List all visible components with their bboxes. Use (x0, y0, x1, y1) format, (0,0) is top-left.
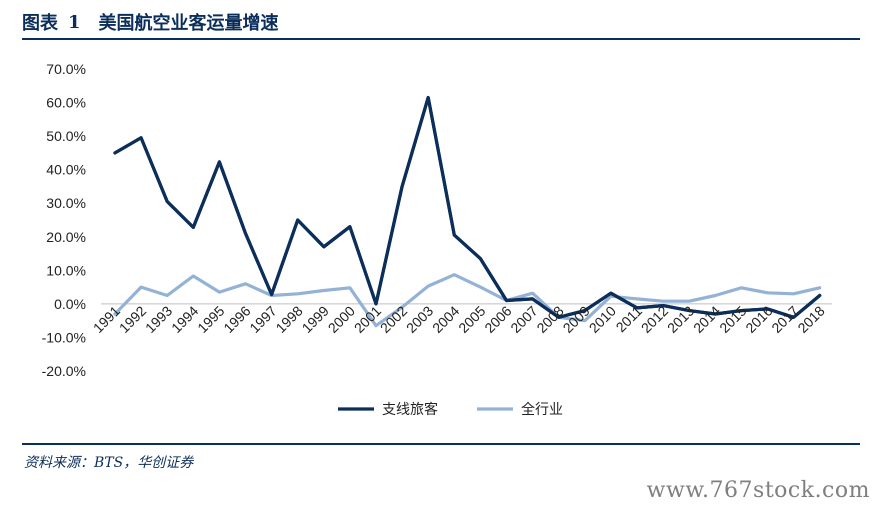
y-tick-label: 70.0% (46, 61, 86, 77)
y-tick-label: 10.0% (46, 262, 86, 278)
y-tick-label: 50.0% (46, 128, 86, 144)
x-tick-label: 2006 (481, 303, 514, 336)
x-tick-label: 1996 (220, 303, 253, 336)
series-line-primary (113, 95, 822, 319)
y-tick-label: -10.0% (42, 329, 86, 345)
footer-rule (22, 443, 860, 445)
x-tick-label: 2002 (377, 303, 410, 336)
y-tick-label: 20.0% (46, 229, 86, 245)
x-tick-label: 2016 (742, 303, 775, 336)
x-tick-label: 1997 (246, 303, 279, 336)
x-tick-label: 1991 (90, 303, 123, 336)
y-tick-label: 60.0% (46, 95, 86, 111)
x-tick-label: 2004 (429, 303, 462, 336)
x-tick-label: 2003 (403, 303, 436, 336)
x-tick-label: 1993 (142, 303, 175, 336)
series-line (113, 273, 822, 328)
x-tick-label: 1995 (194, 303, 227, 336)
source-note: 资料来源：BTS，华创证券 (24, 455, 194, 471)
x-tick-label: 2000 (325, 303, 358, 336)
watermark: www.767stock.com (646, 478, 870, 503)
y-tick-label: 40.0% (46, 162, 86, 178)
x-tick-label: 1994 (168, 303, 201, 336)
figure-header: 图表 1 美国航空业客运量增速 (22, 8, 279, 36)
y-tick-label: -20.0% (42, 363, 86, 379)
x-tick-label: 2014 (690, 303, 723, 336)
x-tick-label: 2018 (794, 303, 827, 336)
figure-number: 1 (68, 11, 81, 33)
figure-label: 图表 (22, 13, 58, 34)
header-rule (22, 38, 860, 40)
x-tick-label: 2015 (716, 303, 749, 336)
x-tick-label: 2007 (507, 303, 540, 336)
x-tick-label: 1998 (272, 303, 305, 336)
legend-label: 全行业 (521, 401, 563, 418)
y-tick-label: 0.0% (54, 296, 86, 312)
figure-title: 美国航空业客运量增速 (98, 13, 279, 34)
x-tick-label: 1999 (299, 303, 332, 336)
line-chart: 70.0% 60.0% 50.0% 40.0% 30.0% 20.0% 10.0% 0.0% -… (42, 61, 832, 418)
x-tick-label: 2001 (351, 303, 384, 336)
series-line (113, 95, 822, 319)
x-tick-label: 2017 (768, 303, 801, 336)
x-tick-label: 2005 (455, 303, 488, 336)
y-tick-label: 30.0% (46, 195, 86, 211)
legend-label: 支线旅客 (382, 401, 438, 418)
